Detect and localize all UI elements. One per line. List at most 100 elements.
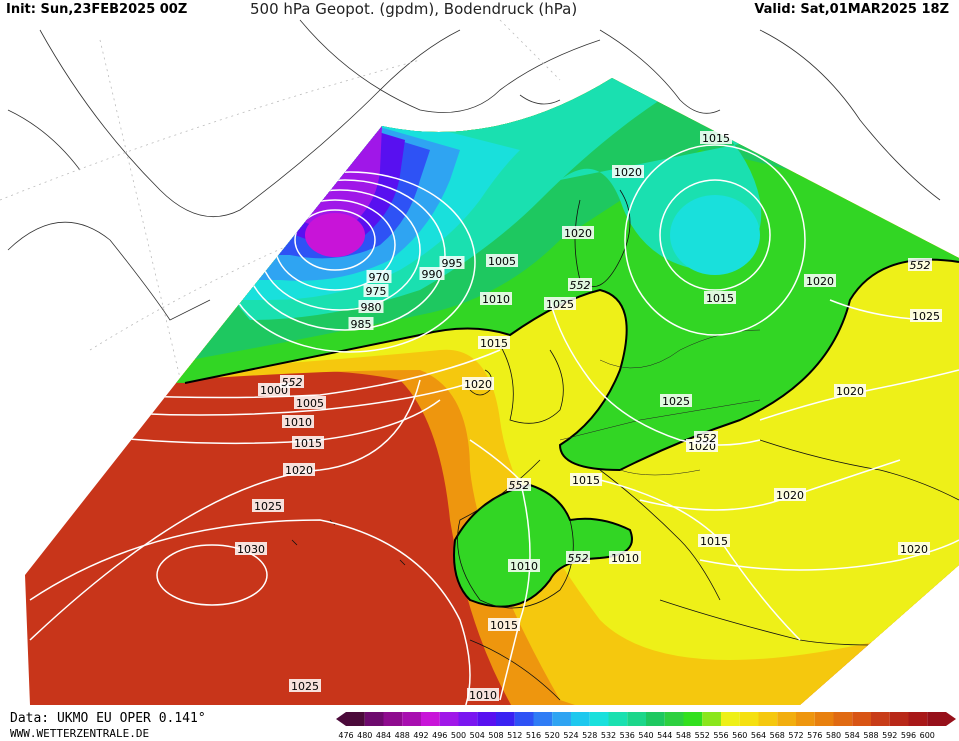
pressure-label-bg — [439, 256, 465, 269]
height-label-bg — [694, 431, 718, 444]
scale-tick-label: 552 — [695, 731, 710, 740]
pressure-label: 970 — [369, 271, 390, 284]
scale-tick-label: 556 — [713, 731, 728, 740]
scale-swatch — [702, 712, 721, 726]
pressure-label: 1005 — [488, 255, 516, 268]
height-label-552: 552 — [696, 432, 717, 445]
pressure-label: 1025 — [254, 500, 282, 513]
height-label-552: 552 — [568, 552, 589, 565]
color-scale-legend: 476 480 484 488 492 496 500 504 508 512 516 520 524 5… — [336, 712, 956, 740]
pressure-label-bg — [544, 297, 576, 310]
pressure-label: 1030 — [237, 543, 265, 556]
scale-tick-label: 508 — [488, 731, 503, 740]
scale-tick-label: 580 — [826, 731, 841, 740]
scale-tick-label: 476 — [338, 731, 353, 740]
init-time-label: Init: Sun,23FEB2025 00Z — [6, 2, 188, 17]
scale-tick-label: 528 — [582, 731, 597, 740]
pressure-label: 1020 — [806, 275, 834, 288]
pressure-label: 1020 — [836, 385, 864, 398]
z-528-low-east — [670, 195, 760, 275]
pressure-label: 1020 — [900, 543, 928, 556]
scale-swatch — [552, 712, 571, 726]
height-label-552: 552 — [910, 259, 931, 272]
scale-swatch — [833, 712, 853, 726]
scale-tick-label: 492 — [413, 731, 428, 740]
scale-tick-label: 600 — [920, 731, 935, 740]
scale-tick-label: 572 — [788, 731, 803, 740]
z-488-area — [305, 213, 365, 257]
pressure-label-bg — [562, 226, 594, 239]
scale-tick-label: 484 — [376, 731, 391, 740]
scale-tick-label: 480 — [357, 731, 372, 740]
data-source-label: Data: UKMO EU OPER 0.141° — [10, 711, 206, 726]
scale-swatch — [852, 712, 871, 726]
pressure-label-bg — [358, 300, 384, 313]
pressure-label-bg — [462, 377, 494, 390]
valid-time-label: Valid: Sat,01MAR2025 18Z — [754, 2, 949, 17]
pressure-label: 1010 — [284, 416, 312, 429]
pressure-label-bg — [834, 384, 866, 397]
pressure-label: 1025 — [291, 680, 319, 693]
background-geography — [7, 19, 941, 321]
pressure-label: 975 — [366, 285, 387, 298]
scale-tick-label: 596 — [901, 731, 916, 740]
scale-swatch — [439, 712, 459, 726]
scale-tick-label: 536 — [620, 731, 635, 740]
pressure-label: 1010 — [482, 293, 510, 306]
scale-swatch — [739, 712, 759, 726]
scale-tick-label: 524 — [563, 731, 578, 740]
scale-tick-label: 512 — [507, 731, 522, 740]
pressure-label: 1020 — [614, 166, 642, 179]
scale-arrow-right — [946, 712, 956, 726]
scale-tick-label: 568 — [770, 731, 785, 740]
pressure-label-bg — [609, 551, 641, 564]
height-label-bg — [280, 375, 304, 388]
scale-swatch — [402, 712, 421, 726]
scale-swatch — [683, 712, 703, 726]
pressure-label-bg — [704, 291, 736, 304]
pressure-label: 1020 — [285, 464, 313, 477]
pressure-label: 1015 — [702, 132, 730, 145]
height-labels: 552 552 552 552 552 552 — [280, 258, 932, 565]
pressure-label: 1020 — [776, 489, 804, 502]
pressure-label-bg — [478, 336, 510, 349]
scale-swatch — [664, 712, 684, 726]
pressure-label-bg — [700, 131, 732, 144]
scale-swatch — [927, 712, 946, 726]
scale-swatch — [608, 712, 628, 726]
pressure-label: 1025 — [912, 310, 940, 323]
scale-tick-label: 560 — [732, 731, 747, 740]
scale-swatch — [721, 712, 740, 726]
pressure-label-bg — [774, 488, 806, 501]
pressure-label-bg — [570, 473, 602, 486]
scale-swatch — [514, 712, 534, 726]
scale-swatch — [383, 712, 403, 726]
scale-tick-label: 520 — [545, 731, 560, 740]
scale-tick-label: 584 — [845, 731, 860, 740]
z-496-area — [25, 78, 382, 228]
scale-swatch — [477, 712, 496, 726]
scale-swatch — [346, 712, 365, 726]
pressure-label-bg — [508, 559, 540, 572]
pressure-label: 1015 — [572, 474, 600, 487]
pressure-label: 1015 — [706, 292, 734, 305]
pressure-label: 1015 — [700, 535, 728, 548]
scale-tick-label: 548 — [676, 731, 691, 740]
scale-swatch — [758, 712, 778, 726]
scale-swatch — [364, 712, 384, 726]
pressure-label-bg — [898, 542, 930, 555]
pressure-label-bg — [252, 499, 284, 512]
geopotential-field — [25, 78, 959, 705]
scale-swatch — [627, 712, 646, 726]
pressure-label-bg — [698, 534, 730, 547]
pressure-label: 1015 — [490, 619, 518, 632]
scale-swatch — [889, 712, 909, 726]
scale-tick-label: 496 — [432, 731, 447, 740]
pressure-label: 980 — [361, 301, 382, 314]
scale-arrow-left — [336, 712, 346, 726]
scale-tick-label: 504 — [470, 731, 485, 740]
pressure-label-bg — [660, 394, 692, 407]
map-title: 500 hPa Geopot. (gpdm), Bodendruck (hPa) — [250, 0, 578, 18]
pressure-label-bg — [294, 396, 326, 409]
